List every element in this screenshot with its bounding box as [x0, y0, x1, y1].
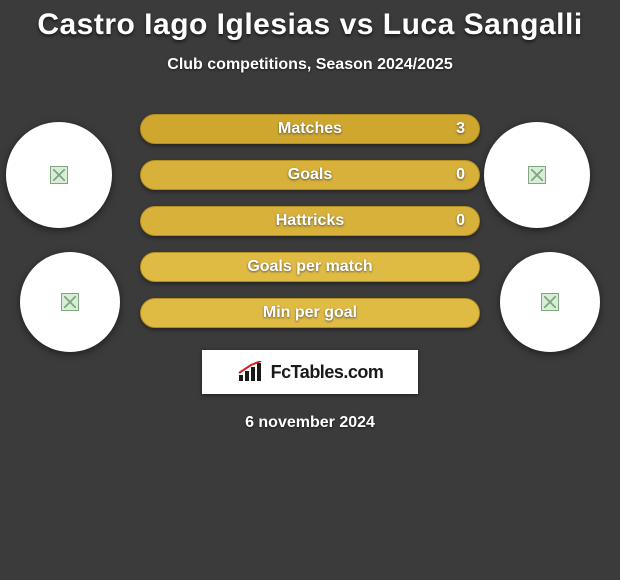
stat-label: Min per goal	[263, 304, 357, 322]
club1-avatar	[20, 252, 120, 352]
stat-value: 0	[456, 166, 465, 184]
date: 6 november 2024	[0, 414, 620, 432]
logo-box: FcTables.com	[202, 350, 418, 394]
stat-bar-min-per-goal: Min per goal	[140, 298, 480, 328]
placeholder-image-icon	[541, 293, 559, 311]
stat-label: Hattricks	[276, 212, 344, 230]
placeholder-image-icon	[61, 293, 79, 311]
page-title: Castro Iago Iglesias vs Luca Sangalli	[0, 0, 620, 42]
club2-avatar	[500, 252, 600, 352]
placeholder-image-icon	[50, 166, 68, 184]
stats-container: Matches 3 Goals 0 Hattricks 0 Goals per …	[140, 114, 480, 328]
stat-label: Goals	[288, 166, 332, 184]
stat-value: 3	[456, 120, 465, 138]
stat-bar-hattricks: Hattricks 0	[140, 206, 480, 236]
player1-avatar	[6, 122, 112, 228]
subtitle: Club competitions, Season 2024/2025	[0, 56, 620, 74]
stat-bar-matches: Matches 3	[140, 114, 480, 144]
stat-value: 0	[456, 212, 465, 230]
bar-chart-icon	[237, 361, 265, 383]
stat-label: Matches	[278, 120, 342, 138]
logo-text: FcTables.com	[271, 362, 384, 383]
stat-bar-goals-per-match: Goals per match	[140, 252, 480, 282]
player2-avatar	[484, 122, 590, 228]
placeholder-image-icon	[528, 166, 546, 184]
stat-label: Goals per match	[247, 258, 372, 276]
stat-bar-goals: Goals 0	[140, 160, 480, 190]
